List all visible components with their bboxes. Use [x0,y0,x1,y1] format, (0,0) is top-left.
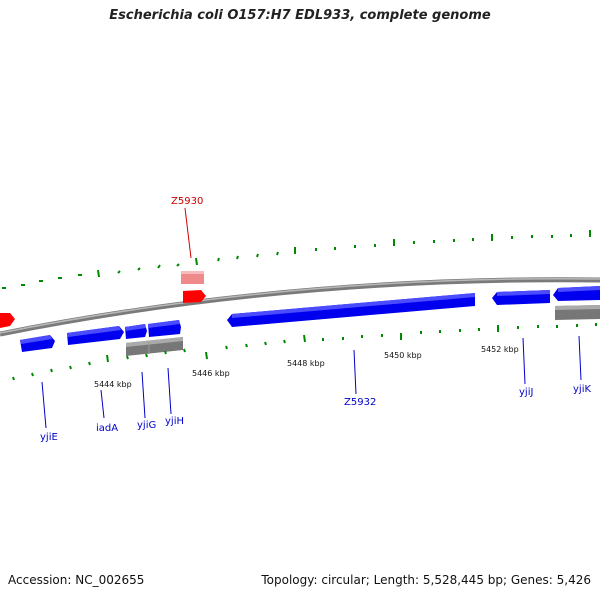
gene-label-z5930: Z5930 [171,196,203,207]
leader-line-yjij [522,337,526,385]
tick [245,343,248,348]
leader-line-iada [100,389,105,419]
red-gene-left [0,313,15,328]
gene-arrow-yjih-shine [148,320,180,328]
tick [12,376,15,381]
gene-arrow-yjie-shine [20,335,52,344]
tick [137,267,141,271]
genome-backbone-highlight [0,278,600,334]
gene-arrow-yjij-shine [497,290,550,296]
leader-line-yjik [578,335,582,381]
gene-label-yjie: yjiE [40,432,58,443]
tick [50,368,53,373]
scale-label: 5446 kbp [192,369,230,378]
scale-label: 5450 kbp [384,351,422,360]
scale-label: 5444 kbp [94,380,132,389]
tick [256,253,259,258]
tick [283,339,286,344]
tick [31,372,34,377]
tick-major [97,269,100,278]
tick [217,257,220,262]
tick [117,270,121,274]
tick-major [106,354,109,363]
tick [276,251,279,256]
tick [164,350,167,355]
genome-summary: Topology: circular; Length: 5,528,445 bp… [261,573,591,587]
gene-arrow-iada-shine [67,326,121,337]
tick [69,365,72,370]
gene-label-yjij: yjiJ [519,387,533,398]
gene-label-z5932: Z5932 [344,397,376,408]
tick [157,264,161,269]
leader-line-z5932 [353,349,357,395]
tick-major [303,334,306,343]
tick [236,255,239,260]
leader-line-yjie [41,381,47,429]
red-gene-z5930 [183,290,206,303]
inner-tick-ring [12,323,597,381]
gene-arrow-yjig-shine [125,324,146,331]
scale-label: 5448 kbp [287,359,325,368]
gray-feature-yjik-shine [555,305,600,310]
gene-arrow-z5932-shine [232,293,475,318]
leader-line-z5930 [184,207,192,259]
gene-label-yjig: yjiG [137,420,156,431]
tick [225,345,228,350]
gene-label-iada: iadA [96,423,118,434]
tick [183,348,186,353]
tick [126,355,129,360]
tick [264,341,267,346]
accession-label: Accession: NC_002655 [8,573,145,587]
tick-major [205,351,208,360]
leader-line-yjih [167,367,172,415]
outer-tick-ring [2,230,591,289]
gray-feature-yjig-yjih-shine [126,337,183,347]
gene-arrow-yjik-shine [558,286,600,292]
tick [176,263,180,267]
leader-line-yjig [141,371,146,419]
scale-label: 5452 kbp [481,345,519,354]
tick-major [195,257,198,266]
gene-label-yjih: yjiH [165,416,184,427]
gene-label-yjik: yjiK [573,384,591,395]
genome-backbone [0,277,600,337]
pink-feature-z5930 [181,271,204,284]
tick [88,361,91,366]
tick [145,353,148,358]
pink-feature-highlight [181,271,204,274]
page-title: Escherichia coli O157:H7 EDL933, complet… [109,8,491,23]
